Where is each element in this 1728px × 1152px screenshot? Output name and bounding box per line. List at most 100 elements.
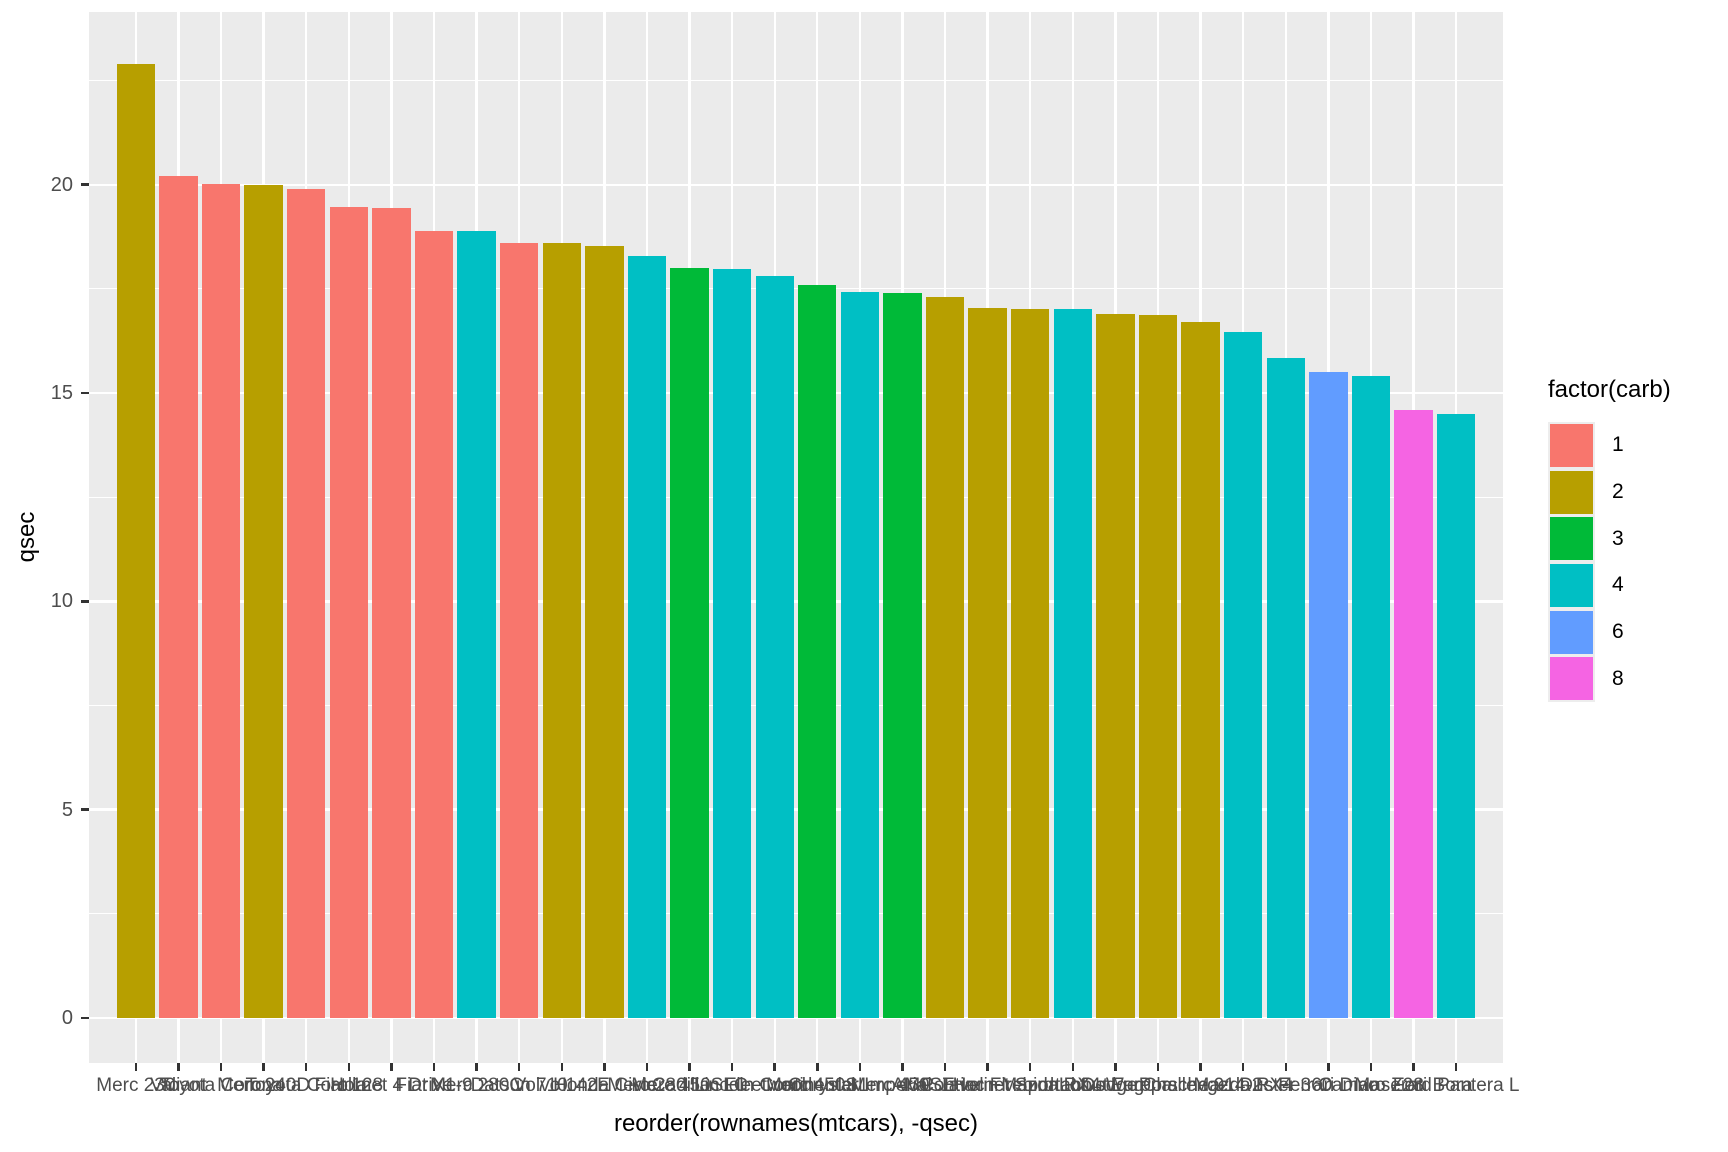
x-tick-mark bbox=[347, 1063, 351, 1071]
bar-lotus-europa bbox=[1096, 313, 1135, 1018]
x-tick-label-lotus-europa: Lotus Europa bbox=[1058, 1075, 1172, 1096]
x-tick-label-merc-240d: Merc 240D bbox=[217, 1075, 311, 1096]
x-tick-label-valiant: Valiant bbox=[150, 1075, 207, 1096]
y-tick-label-15: 15 bbox=[50, 382, 73, 405]
legend-entry-4: 4 bbox=[1548, 561, 1671, 609]
y-tick-mark-5 bbox=[81, 808, 89, 811]
x-tick-mark bbox=[560, 1063, 563, 1071]
gridline-minor-y-2.5 bbox=[89, 913, 1503, 915]
legend-swatch-2 bbox=[1548, 468, 1595, 516]
x-tick-mark bbox=[1028, 1063, 1032, 1071]
bar-valiant bbox=[159, 175, 198, 1018]
legend-swatch-3 bbox=[1548, 515, 1595, 563]
x-tick-mark bbox=[1412, 1063, 1415, 1071]
bar-fiat-128 bbox=[329, 206, 368, 1018]
x-tick-label-dodge-challenger: Dodge Challenger bbox=[1081, 1075, 1235, 1096]
legend: factor(carb) 1 2 3 4 6 8 bbox=[1548, 376, 1671, 703]
x-tick-mark bbox=[390, 1063, 393, 1071]
legend-label-6: 6 bbox=[1612, 620, 1624, 644]
x-tick-mark bbox=[688, 1063, 691, 1071]
y-tick-mark-15 bbox=[81, 391, 89, 395]
legend-label-8: 8 bbox=[1612, 666, 1624, 690]
x-tick-label-fiat-128: Fiat 128 bbox=[314, 1075, 384, 1096]
bar-hornet-sportabout bbox=[1011, 308, 1050, 1018]
plot-panel bbox=[89, 12, 1503, 1063]
legend-entry-2: 2 bbox=[1548, 468, 1671, 516]
bar-pontiac-firebird bbox=[968, 307, 1007, 1018]
legend-entry-8: 8 bbox=[1548, 655, 1671, 703]
y-tick-label-0: 0 bbox=[61, 1007, 73, 1029]
legend-label-2: 2 bbox=[1612, 480, 1624, 504]
x-tick-label-lincoln-continental: Lincoln Continental bbox=[693, 1075, 856, 1096]
x-tick-label-hornet-4-drive: Hornet 4 Drive bbox=[330, 1075, 453, 1096]
legend-entries: 1 2 3 4 6 8 bbox=[1548, 421, 1671, 703]
x-tick-label-merc-450se: Merc 450SE bbox=[850, 1075, 955, 1096]
x-tick-label-volvo-142e: Volvo 142E bbox=[513, 1075, 610, 1096]
x-tick-label-mazda-rx4-wag: Mazda RX4 Wag bbox=[1001, 1075, 1145, 1096]
x-tick-mark bbox=[730, 1063, 734, 1071]
gridline-major-y-15 bbox=[89, 391, 1503, 395]
x-tick-mark bbox=[517, 1063, 521, 1071]
legend-entry-1: 1 bbox=[1548, 421, 1671, 469]
x-tick-label-toyota-corona: Toyota Corona bbox=[159, 1075, 283, 1096]
y-axis-title: qsec bbox=[13, 511, 40, 563]
x-tick-mark bbox=[1454, 1063, 1458, 1071]
x-tick-mark bbox=[943, 1063, 947, 1071]
bar-merc-240d bbox=[244, 184, 283, 1018]
legend-swatch-1 bbox=[1548, 421, 1595, 469]
bar-lincoln-continental bbox=[755, 275, 794, 1018]
bar-ford-pantera-l bbox=[1436, 413, 1476, 1018]
legend-label-4: 4 bbox=[1612, 573, 1624, 597]
bar-volvo-142e bbox=[542, 243, 581, 1018]
x-tick-mark bbox=[901, 1063, 904, 1071]
x-tick-label-hornet-sportabout: Hornet Sportabout bbox=[952, 1075, 1108, 1096]
bar-merc-450se bbox=[883, 293, 922, 1018]
bar-toyota-corona bbox=[201, 184, 241, 1018]
x-tick-label-toyota-corolla: Toyota Corolla bbox=[245, 1075, 367, 1096]
x-tick-mark bbox=[1241, 1063, 1245, 1071]
x-tick-label-amc-javelin: AMC Javelin bbox=[891, 1075, 999, 1096]
bar-maserati-bora bbox=[1394, 409, 1433, 1018]
bar-toyota-corolla bbox=[287, 188, 326, 1018]
bar-merc-450slc bbox=[670, 268, 709, 1018]
legend-swatch-8 bbox=[1548, 655, 1595, 703]
bar-datsun-710 bbox=[499, 242, 539, 1018]
bar-merc-280c bbox=[457, 230, 496, 1018]
x-tick-label-mazda-rx4: Mazda RX4 bbox=[1193, 1075, 1293, 1096]
y-tick-label-5: 5 bbox=[61, 798, 73, 821]
legend-entry-3: 3 bbox=[1548, 515, 1671, 563]
x-tick-label-ferrari-dino: Ferrari Dino bbox=[1278, 1075, 1379, 1096]
bar-cadillac-fleetwood bbox=[712, 268, 752, 1018]
legend-title: factor(carb) bbox=[1548, 376, 1671, 403]
bar-porsche-914-2 bbox=[1181, 322, 1220, 1018]
bar-mazda-rx4 bbox=[1224, 332, 1263, 1018]
x-tick-mark bbox=[304, 1063, 308, 1071]
x-tick-mark bbox=[1199, 1063, 1202, 1071]
gridline-major-y-10 bbox=[89, 600, 1503, 603]
gridline-minor-y-12.5 bbox=[89, 496, 1503, 498]
x-tick-mark bbox=[1369, 1063, 1373, 1071]
gridline-major-y-5 bbox=[89, 808, 1503, 811]
x-tick-label-merc-450slc: Merc 450SLC bbox=[631, 1075, 748, 1096]
x-tick-label-fiat-x1-9: Fiat X1-9 bbox=[395, 1075, 473, 1096]
legend-label-3: 3 bbox=[1612, 526, 1624, 550]
y-tick-mark-20 bbox=[81, 183, 89, 186]
x-tick-label-duster-360: Duster 360 bbox=[1239, 1075, 1333, 1096]
x-tick-label-camaro-z28: Camaro Z28 bbox=[1318, 1075, 1424, 1096]
gridline-minor-y-7.5 bbox=[89, 704, 1503, 707]
bar-merc-450sl bbox=[798, 284, 837, 1018]
x-tick-label-honda-civic: Honda Civic bbox=[553, 1075, 656, 1096]
x-tick-mark bbox=[603, 1063, 606, 1071]
bar-hornet-4-drive bbox=[372, 208, 411, 1018]
x-tick-label-merc-280: Merc 280 bbox=[607, 1075, 687, 1096]
legend-entry-6: 6 bbox=[1548, 608, 1671, 656]
x-tick-label-cadillac-fleetwood: Cadillac Fleetwood bbox=[651, 1075, 813, 1096]
y-tick-mark-10 bbox=[81, 600, 89, 603]
x-axis-title: reorder(rownames(mtcars), -qsec) bbox=[613, 1110, 979, 1137]
x-tick-mark bbox=[1114, 1063, 1117, 1071]
gridline-major-y-20 bbox=[89, 183, 1503, 186]
legend-swatch-4 bbox=[1548, 561, 1595, 609]
legend-label-1: 1 bbox=[1612, 433, 1624, 457]
x-tick-mark bbox=[134, 1063, 138, 1071]
